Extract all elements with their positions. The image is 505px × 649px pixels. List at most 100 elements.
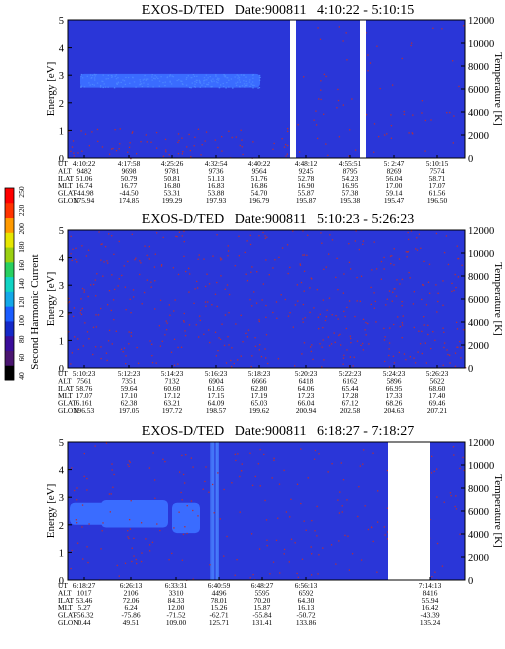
noise-pixel [323,73,326,76]
ephemeris-cell: 17.07 [76,391,93,400]
ephemeris-cell: 5:14:23 [161,369,184,378]
noise-pixel [314,530,316,532]
noise-pixel [197,336,200,338]
band-pixel [258,76,261,78]
ephemeris-cell: 195.87 [296,196,317,205]
noise-pixel [228,293,231,296]
noise-pixel [343,354,345,356]
ephemeris-cell: 4:17:58 [118,159,141,168]
noise-pixel [159,529,161,532]
noise-pixel [309,311,311,314]
noise-pixel [80,313,83,316]
noise-pixel [182,473,185,476]
noise-pixel [434,571,436,573]
noise-pixel [463,469,465,472]
noise-pixel [240,470,243,472]
band-pixel [117,82,120,84]
noise-pixel [333,332,335,334]
band-pixel [228,79,230,81]
noise-pixel [318,98,320,100]
noise-pixel [128,146,131,149]
noise-pixel [94,445,96,447]
noise-pixel [346,499,348,501]
y2-tick-label: 2000 [468,553,489,564]
ephemeris-cell: 5595 [255,588,270,597]
noise-pixel [383,339,386,341]
noise-pixel [264,235,266,237]
noise-pixel [317,573,319,575]
noise-pixel [454,505,456,508]
noise-pixel [338,136,341,138]
band-pixel [86,75,89,77]
ephemeris-row-label: UT [58,581,68,590]
noise-pixel [409,356,412,358]
noise-pixel [183,482,186,484]
noise-pixel [235,459,237,462]
noise-pixel [133,296,135,298]
ephemeris-cell: -56.32 [74,611,93,620]
panel-3-ylabel: Energy [eV] [45,484,57,538]
noise-pixel [395,295,398,297]
band-pixel [196,75,198,77]
noise-pixel [86,546,88,548]
noise-pixel [231,136,233,139]
noise-pixel [208,329,210,331]
y-tick-label: 3 [59,493,64,504]
noise-pixel [258,349,261,351]
noise-pixel [446,349,448,351]
noise-pixel [283,146,286,148]
noise-pixel [338,334,340,337]
noise-pixel [217,146,219,149]
noise-pixel [87,561,89,564]
ephemeris-cell: 17.33 [386,391,403,400]
noise-pixel [342,292,345,294]
y2-tick-label: 4000 [468,108,489,119]
ephemeris-cell: 50.81 [164,174,181,183]
band-pixel [88,82,90,84]
noise-pixel [133,555,135,557]
noise-pixel [97,314,100,316]
noise-pixel [385,304,387,306]
noise-pixel [283,469,285,472]
noise-pixel [95,314,97,316]
ephemeris-cell: 16.86 [251,181,268,190]
noise-pixel [183,230,185,232]
noise-pixel [244,251,246,254]
noise-pixel [104,245,107,248]
noise-pixel [88,338,90,340]
colorbar-segment [5,350,14,366]
band-pixel [252,77,254,79]
band-pixel [235,84,238,86]
noise-pixel [111,469,113,471]
noise-pixel [93,283,95,286]
ephemeris-cell: -75.86 [121,611,140,620]
data-gap [388,442,430,580]
noise-pixel [315,124,318,126]
noise-pixel [417,351,419,353]
ephemeris-cell: 8416 [423,588,438,597]
noise-pixel [140,560,143,563]
noise-pixel [181,153,184,155]
ephemeris-cell: 51.13 [208,174,225,183]
ephemeris-row-label: ALT [58,376,72,385]
data-gap [360,20,366,158]
noise-pixel [442,280,444,282]
noise-pixel [154,308,156,310]
noise-pixel [108,329,111,332]
band-pixel [160,76,162,78]
noise-pixel [140,262,142,264]
noise-pixel [342,104,344,106]
noise-pixel [273,459,275,461]
noise-pixel [246,240,248,242]
noise-pixel [224,288,226,290]
noise-pixel [411,42,413,44]
ephemeris-cell: 9736 [209,166,224,175]
noise-pixel [178,231,181,233]
ephemeris-cell: 58.76 [76,384,93,393]
noise-pixel [442,304,444,306]
y2-tick-label: 4000 [468,318,489,329]
noise-pixel [373,151,375,153]
noise-pixel [325,143,327,145]
noise-pixel [427,324,429,326]
ephemeris-cell: 135.24 [420,618,441,627]
